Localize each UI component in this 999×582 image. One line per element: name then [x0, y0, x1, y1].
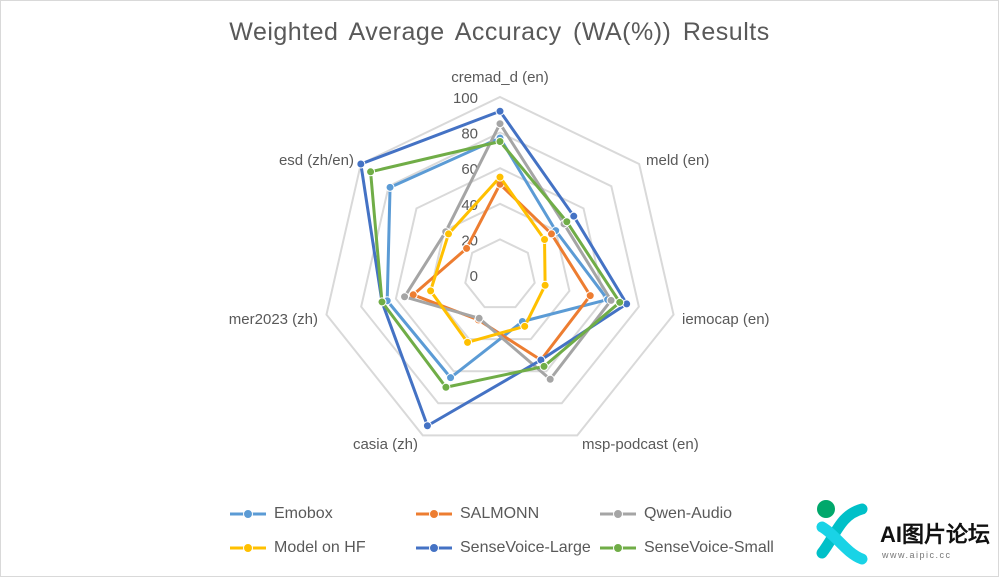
legend-label: SenseVoice-Large	[460, 539, 591, 556]
data-point	[615, 297, 625, 307]
axis-label: esd (zh/en)	[279, 152, 354, 169]
data-point	[426, 286, 436, 296]
data-point	[539, 361, 549, 371]
series-line	[403, 122, 613, 381]
axis-label: meld (en)	[646, 152, 709, 169]
tick-label: 0	[470, 268, 478, 285]
data-point	[366, 167, 376, 177]
data-point	[606, 295, 616, 305]
grid-ring-60	[394, 167, 606, 373]
legend-swatch	[230, 543, 266, 553]
data-point	[495, 119, 505, 129]
data-point	[546, 229, 556, 239]
series-qwen-audio	[400, 119, 616, 384]
data-point	[520, 321, 530, 331]
legend-item: Emobox	[228, 502, 333, 526]
data-point	[540, 234, 550, 244]
data-point	[422, 421, 432, 431]
data-point	[569, 211, 579, 221]
series-line	[411, 182, 592, 362]
tick-label: 100	[453, 90, 478, 107]
data-point	[562, 217, 572, 227]
watermark-url: www.aipic.cc	[882, 550, 952, 560]
series-line	[369, 140, 622, 389]
legend-label: Qwen-Audio	[644, 505, 733, 522]
series-sensevoice-large	[356, 106, 632, 431]
legend-swatch	[230, 509, 266, 519]
data-point	[495, 137, 505, 146]
data-point	[463, 337, 473, 347]
data-point	[540, 280, 550, 290]
chart-title: Weighted Average Accuracy (WA(%)) Result…	[229, 18, 770, 46]
series-line	[359, 109, 629, 428]
grid-ring-20	[464, 238, 536, 309]
legend-item: Model on HF	[228, 536, 366, 560]
data-point	[444, 229, 454, 239]
data-point	[441, 382, 451, 392]
legend-swatch	[416, 543, 452, 553]
data-point	[585, 291, 595, 301]
data-point	[356, 159, 366, 169]
legend-item: Qwen-Audio	[598, 502, 732, 526]
tick-label: 80	[461, 126, 478, 143]
data-point	[474, 313, 484, 323]
legend-label: Model on HF	[274, 539, 366, 556]
legend-item: SALMONN	[414, 502, 539, 526]
data-point	[495, 172, 505, 182]
axis-label: cremad_d (en)	[451, 69, 549, 86]
legend-label: Emobox	[274, 505, 333, 522]
series-line	[385, 136, 610, 380]
axis-labels: cremad_d (en) meld (en) iemocap (en) msp-po…	[229, 69, 770, 453]
watermark-logo-icon	[816, 500, 868, 565]
legend-label: SenseVoice-Small	[644, 539, 774, 556]
data-point	[495, 106, 505, 116]
watermark: AI图片论坛 www.aipic.cc	[800, 495, 999, 577]
series-sensevoice-small	[366, 137, 625, 392]
axis-label: mer2023 (zh)	[229, 311, 318, 328]
axis-label: msp-podcast (en)	[582, 436, 699, 453]
series-line	[429, 175, 547, 344]
legend-item: SenseVoice-Large	[414, 536, 591, 560]
grid-ring-100	[325, 95, 675, 437]
legend-swatch	[600, 543, 636, 553]
series-model-on-hf	[426, 172, 550, 347]
data-point	[462, 243, 472, 253]
axis-label: iemocap (en)	[682, 311, 770, 328]
legend: Emobox SALMONN Qwen-Audio Model on HF SenseV…	[228, 500, 788, 564]
data-point	[545, 374, 555, 384]
data-point	[385, 182, 395, 192]
series-layer	[356, 106, 632, 431]
legend-swatch	[416, 509, 452, 519]
legend-label: SALMONN	[460, 505, 540, 522]
data-point	[400, 292, 410, 302]
tick-label: 40	[461, 197, 478, 214]
axis-label: casia (zh)	[353, 436, 418, 453]
legend-item: SenseVoice-Small	[598, 536, 774, 560]
legend-swatch	[600, 509, 636, 519]
grid-ring-80	[360, 131, 640, 405]
data-point	[377, 297, 387, 307]
data-point	[446, 373, 456, 383]
watermark-text: AI图片论坛	[880, 522, 991, 547]
